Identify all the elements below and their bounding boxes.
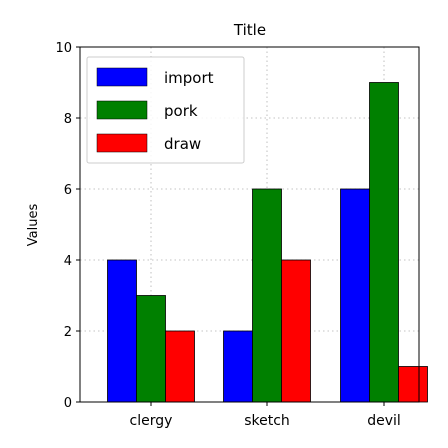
x-tick-label: clergy	[130, 413, 173, 429]
legend-swatch-pork	[96, 100, 148, 120]
bar-import-sketch	[223, 330, 253, 403]
y-tick-label: 0	[64, 396, 72, 411]
bar-draw-devil	[398, 366, 428, 403]
y-tick-label: 10	[55, 41, 72, 56]
y-tick-label: 8	[64, 112, 72, 127]
y-axis-label: Values	[26, 204, 41, 247]
legend-swatch-draw	[96, 133, 148, 153]
y-tick-label: 4	[64, 254, 72, 269]
chart-title: Title	[233, 21, 266, 39]
y-tick-labels: 0 2 4 6 8 10	[55, 41, 80, 411]
plot-frame	[79, 46, 420, 403]
bars	[107, 82, 428, 403]
bar-draw-sketch	[281, 259, 311, 403]
legend-label-draw: draw	[164, 135, 201, 153]
x-tick-labels: clergy sketch devil	[130, 402, 401, 429]
legend-label-import: import	[164, 69, 214, 87]
y-tick-label: 2	[64, 325, 72, 340]
bar-import-devil	[340, 188, 370, 403]
bar-import-clergy	[107, 259, 137, 403]
legend-swatch-import	[96, 67, 148, 87]
bar-draw-clergy	[165, 330, 195, 403]
x-tick-label: devil	[367, 413, 401, 429]
y-tick-label: 6	[64, 183, 72, 198]
bar-pork-sketch	[252, 188, 282, 403]
legend: import pork draw	[86, 56, 245, 164]
bar-pork-clergy	[136, 295, 166, 403]
bar-pork-devil	[369, 82, 399, 403]
legend-label-pork: pork	[164, 102, 198, 120]
x-tick-label: sketch	[244, 413, 290, 429]
